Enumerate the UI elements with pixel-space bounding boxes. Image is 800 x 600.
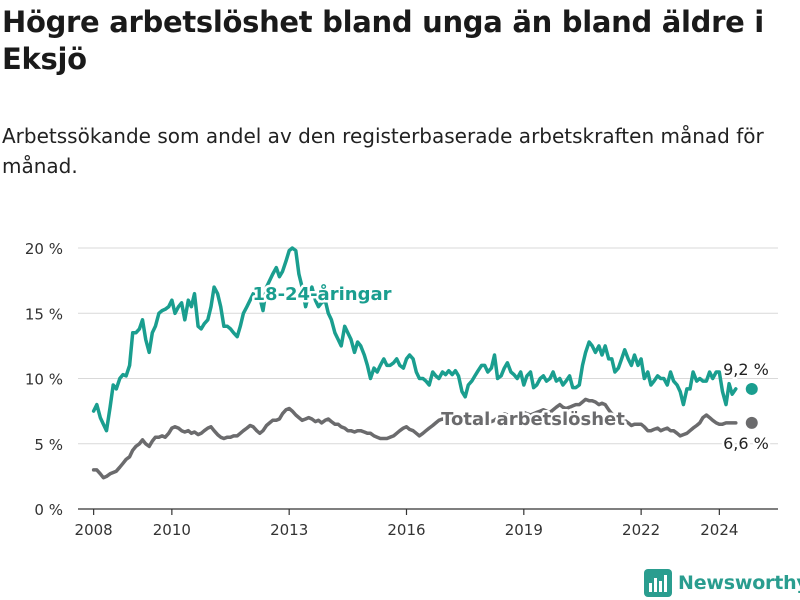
- chart-subtitle: Arbetssökande som andel av den registerb…: [2, 124, 764, 178]
- y-tick-label: 5 %: [34, 436, 63, 454]
- brand-name: Newsworthy: [678, 572, 800, 594]
- y-tick-label: 20 %: [25, 240, 63, 258]
- series-label-total-halo: Total arbetslöshet: [441, 409, 625, 430]
- series-label-youth: 18-24-åringar: [253, 283, 392, 305]
- newsworthy-brand[interactable]: Newsworthy: [644, 568, 800, 598]
- x-tick-label: 2024: [700, 521, 738, 539]
- series-line: [91, 246, 738, 433]
- y-tick-label: 0 %: [34, 501, 63, 519]
- y-axis-ticks: 0 % 5 % 10 % 15 % 20 %: [25, 240, 63, 519]
- chart-title: Högre arbetslöshet bland unga än bland ä…: [2, 5, 764, 76]
- series-end-point: [745, 382, 758, 395]
- x-tick-label: 2019: [505, 521, 543, 539]
- series-lines: [91, 246, 758, 480]
- y-tick-label: 15 %: [25, 305, 63, 323]
- series-line: [91, 397, 738, 480]
- end-value-total: 6,6 %: [723, 434, 769, 453]
- newsworthy-chart-logo-icon: [644, 569, 672, 597]
- series-label-total: Total arbetslöshet: [441, 409, 625, 430]
- series-end-point: [745, 416, 758, 429]
- x-tick-label: 2010: [153, 521, 191, 539]
- end-value-youth-halo: 9,2 %: [723, 360, 769, 379]
- y-tick-label: 10 %: [25, 371, 63, 389]
- series-label-youth-halo: 18-24-åringar: [253, 283, 392, 305]
- x-tick-label: 2013: [270, 521, 308, 539]
- gridlines: [78, 247, 778, 445]
- x-tick-label: 2022: [622, 521, 660, 539]
- end-value-total-halo: 6,6 %: [723, 434, 769, 453]
- x-axis: 2008 2010 2013 2016 2019 2022 2024: [75, 508, 778, 539]
- end-value-youth: 9,2 %: [723, 360, 769, 379]
- x-tick-label: 2008: [75, 521, 113, 539]
- x-tick-label: 2016: [387, 521, 425, 539]
